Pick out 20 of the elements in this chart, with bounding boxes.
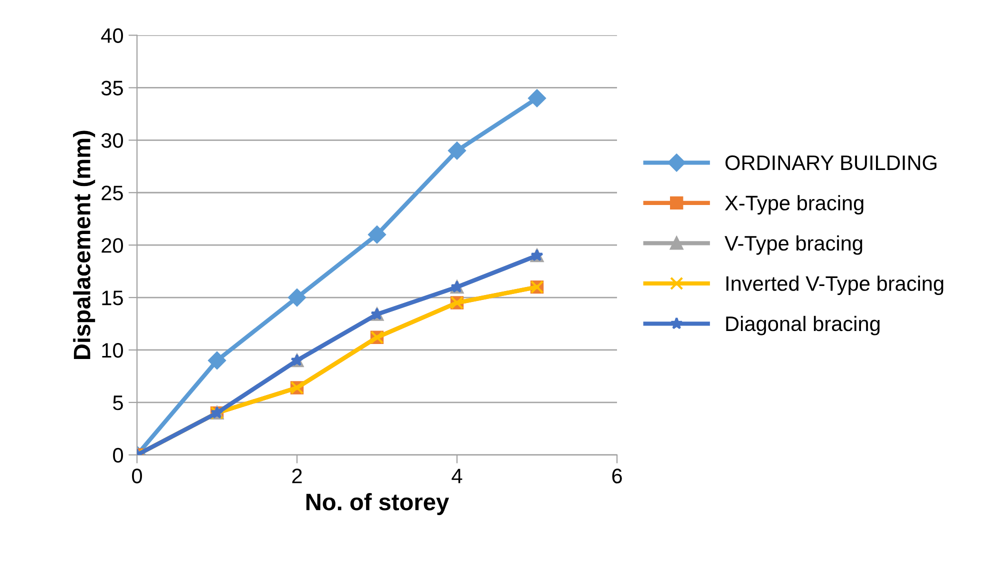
y-tick-label: 35 <box>101 80 123 96</box>
x-tick-label: 2 <box>292 468 302 484</box>
y-tick-label: 20 <box>102 238 123 253</box>
legend-label: V-Type bracing <box>724 235 862 255</box>
x-tick-label: 4 <box>452 468 462 484</box>
legend-label: Inverted V-Type bracing <box>726 276 944 296</box>
y-tick-label: 40 <box>101 28 123 44</box>
x-tick-label: 6 <box>612 468 622 484</box>
y-tick-label: 15 <box>102 290 123 306</box>
legend-label: Diagonal bracing <box>726 316 880 336</box>
x-tick-label: 0 <box>132 468 142 484</box>
y-tick-label: 10 <box>102 342 123 358</box>
y-tick-label: 5 <box>113 396 123 410</box>
y-tick-label: 25 <box>102 186 123 200</box>
legend-label: ORDINARY BUILDING <box>726 155 936 170</box>
legend-label: X-Type bracing <box>724 195 864 215</box>
x-axis-title: No. of storey <box>306 493 450 516</box>
y-axis-title: Dispalacement (mm) <box>73 130 96 359</box>
y-tick-label: 0 <box>113 448 123 463</box>
y-tick-label: 30 <box>101 133 123 148</box>
